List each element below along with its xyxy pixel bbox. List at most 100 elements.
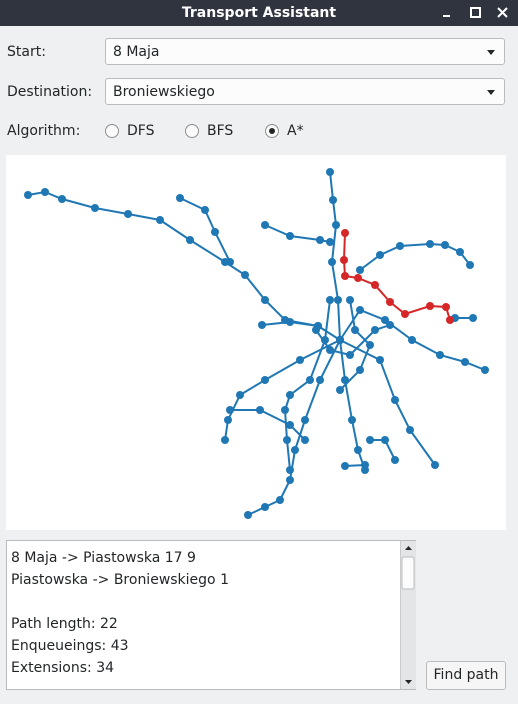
network-node (296, 356, 304, 364)
network-node (386, 321, 394, 329)
network-node (286, 476, 294, 484)
network-edge (359, 242, 471, 271)
network-node (341, 462, 349, 470)
network-node (286, 318, 294, 326)
network-node (354, 446, 362, 454)
network-node (376, 251, 384, 259)
network-node (201, 206, 209, 214)
network-node (291, 446, 299, 454)
network-node (329, 196, 337, 204)
network-node (58, 195, 66, 203)
network-node (256, 406, 264, 414)
path-node (442, 303, 450, 311)
radio-option[interactable]: A* (265, 122, 304, 140)
network-node (456, 248, 464, 256)
network-node (186, 236, 194, 244)
network-node (241, 271, 249, 279)
graph-canvas (6, 155, 506, 530)
network-node (391, 456, 399, 464)
network-edge (247, 339, 341, 516)
radio-dot[interactable] (265, 124, 279, 138)
radio-dot[interactable] (105, 124, 119, 138)
network-node (286, 232, 294, 240)
network-node (226, 406, 234, 414)
output-group: Path length: 22 Enqueueings: 43 Extensions… (11, 613, 411, 679)
network-node (481, 366, 489, 374)
network-node (316, 236, 324, 244)
network-node (469, 314, 477, 322)
network-node (371, 326, 379, 334)
network-node (261, 503, 269, 511)
network-node (361, 461, 369, 469)
network-node (261, 221, 269, 229)
network-node (366, 436, 374, 444)
network-node (261, 376, 269, 384)
destination-label: Destination: (7, 84, 93, 100)
path-node (354, 274, 362, 282)
path-node (340, 256, 348, 264)
network-node (351, 326, 359, 334)
radio-label: A* (287, 123, 304, 139)
network-node (41, 188, 49, 196)
network-node (326, 346, 334, 354)
radio-dot[interactable] (185, 124, 199, 138)
network-node (276, 496, 284, 504)
find-path-button[interactable]: Find path (426, 661, 506, 690)
network-node (461, 358, 469, 366)
network-node (381, 436, 389, 444)
network-node (381, 316, 389, 324)
output-line: Piastowska -> Broniewskiego 1 (11, 572, 229, 588)
transport-graph (24, 168, 489, 519)
network-node (286, 466, 294, 474)
output-line: Enqueueings: 43 (11, 638, 129, 654)
network-node (406, 426, 414, 434)
start-combo[interactable]: 8 Maja (105, 38, 505, 65)
scrollbar-graphic (401, 546, 415, 684)
network-node (261, 296, 269, 304)
network-node (24, 191, 32, 199)
network-node (301, 436, 309, 444)
network-edge (329, 171, 341, 341)
network-node (326, 238, 334, 246)
network-node (91, 204, 99, 212)
network-node (306, 376, 314, 384)
window-controls[interactable] (440, 6, 512, 20)
path-node (341, 229, 349, 237)
network-node (312, 326, 320, 334)
network-node (336, 336, 344, 344)
network-node (441, 241, 449, 249)
network-node (124, 210, 132, 218)
radio-option[interactable]: DFS (105, 122, 154, 140)
network-node (281, 406, 289, 414)
scrollbar[interactable] (400, 541, 416, 689)
network-edge (230, 409, 306, 441)
network-node (321, 336, 329, 344)
network-node (283, 436, 291, 444)
network-edge (27, 190, 341, 341)
network-node (408, 336, 416, 344)
network-node (396, 242, 404, 250)
network-node (336, 386, 344, 394)
path-edge (342, 232, 451, 321)
radio-option[interactable]: BFS (185, 122, 233, 140)
network-node (326, 168, 334, 176)
network-edge (179, 197, 231, 263)
output-line: 8 Maja -> Piastowska 17 9 (11, 550, 196, 566)
destination-combo[interactable]: Broniewskiego (105, 78, 505, 105)
network-node (366, 341, 374, 349)
network-node (426, 240, 434, 248)
path-node (426, 302, 434, 310)
path-node (341, 272, 349, 280)
output-group: 8 Maja -> Piastowska 17 9 Piastowska -> B… (11, 547, 411, 591)
path-node (371, 281, 379, 289)
radio-label: DFS (127, 123, 155, 139)
network-node (346, 351, 354, 359)
network-node (301, 416, 309, 424)
output-line: Extensions: 34 (11, 660, 115, 676)
path-node (401, 310, 409, 318)
network-node (391, 396, 399, 404)
path-node (386, 298, 394, 306)
network-node (258, 321, 266, 329)
network-node (376, 356, 384, 364)
